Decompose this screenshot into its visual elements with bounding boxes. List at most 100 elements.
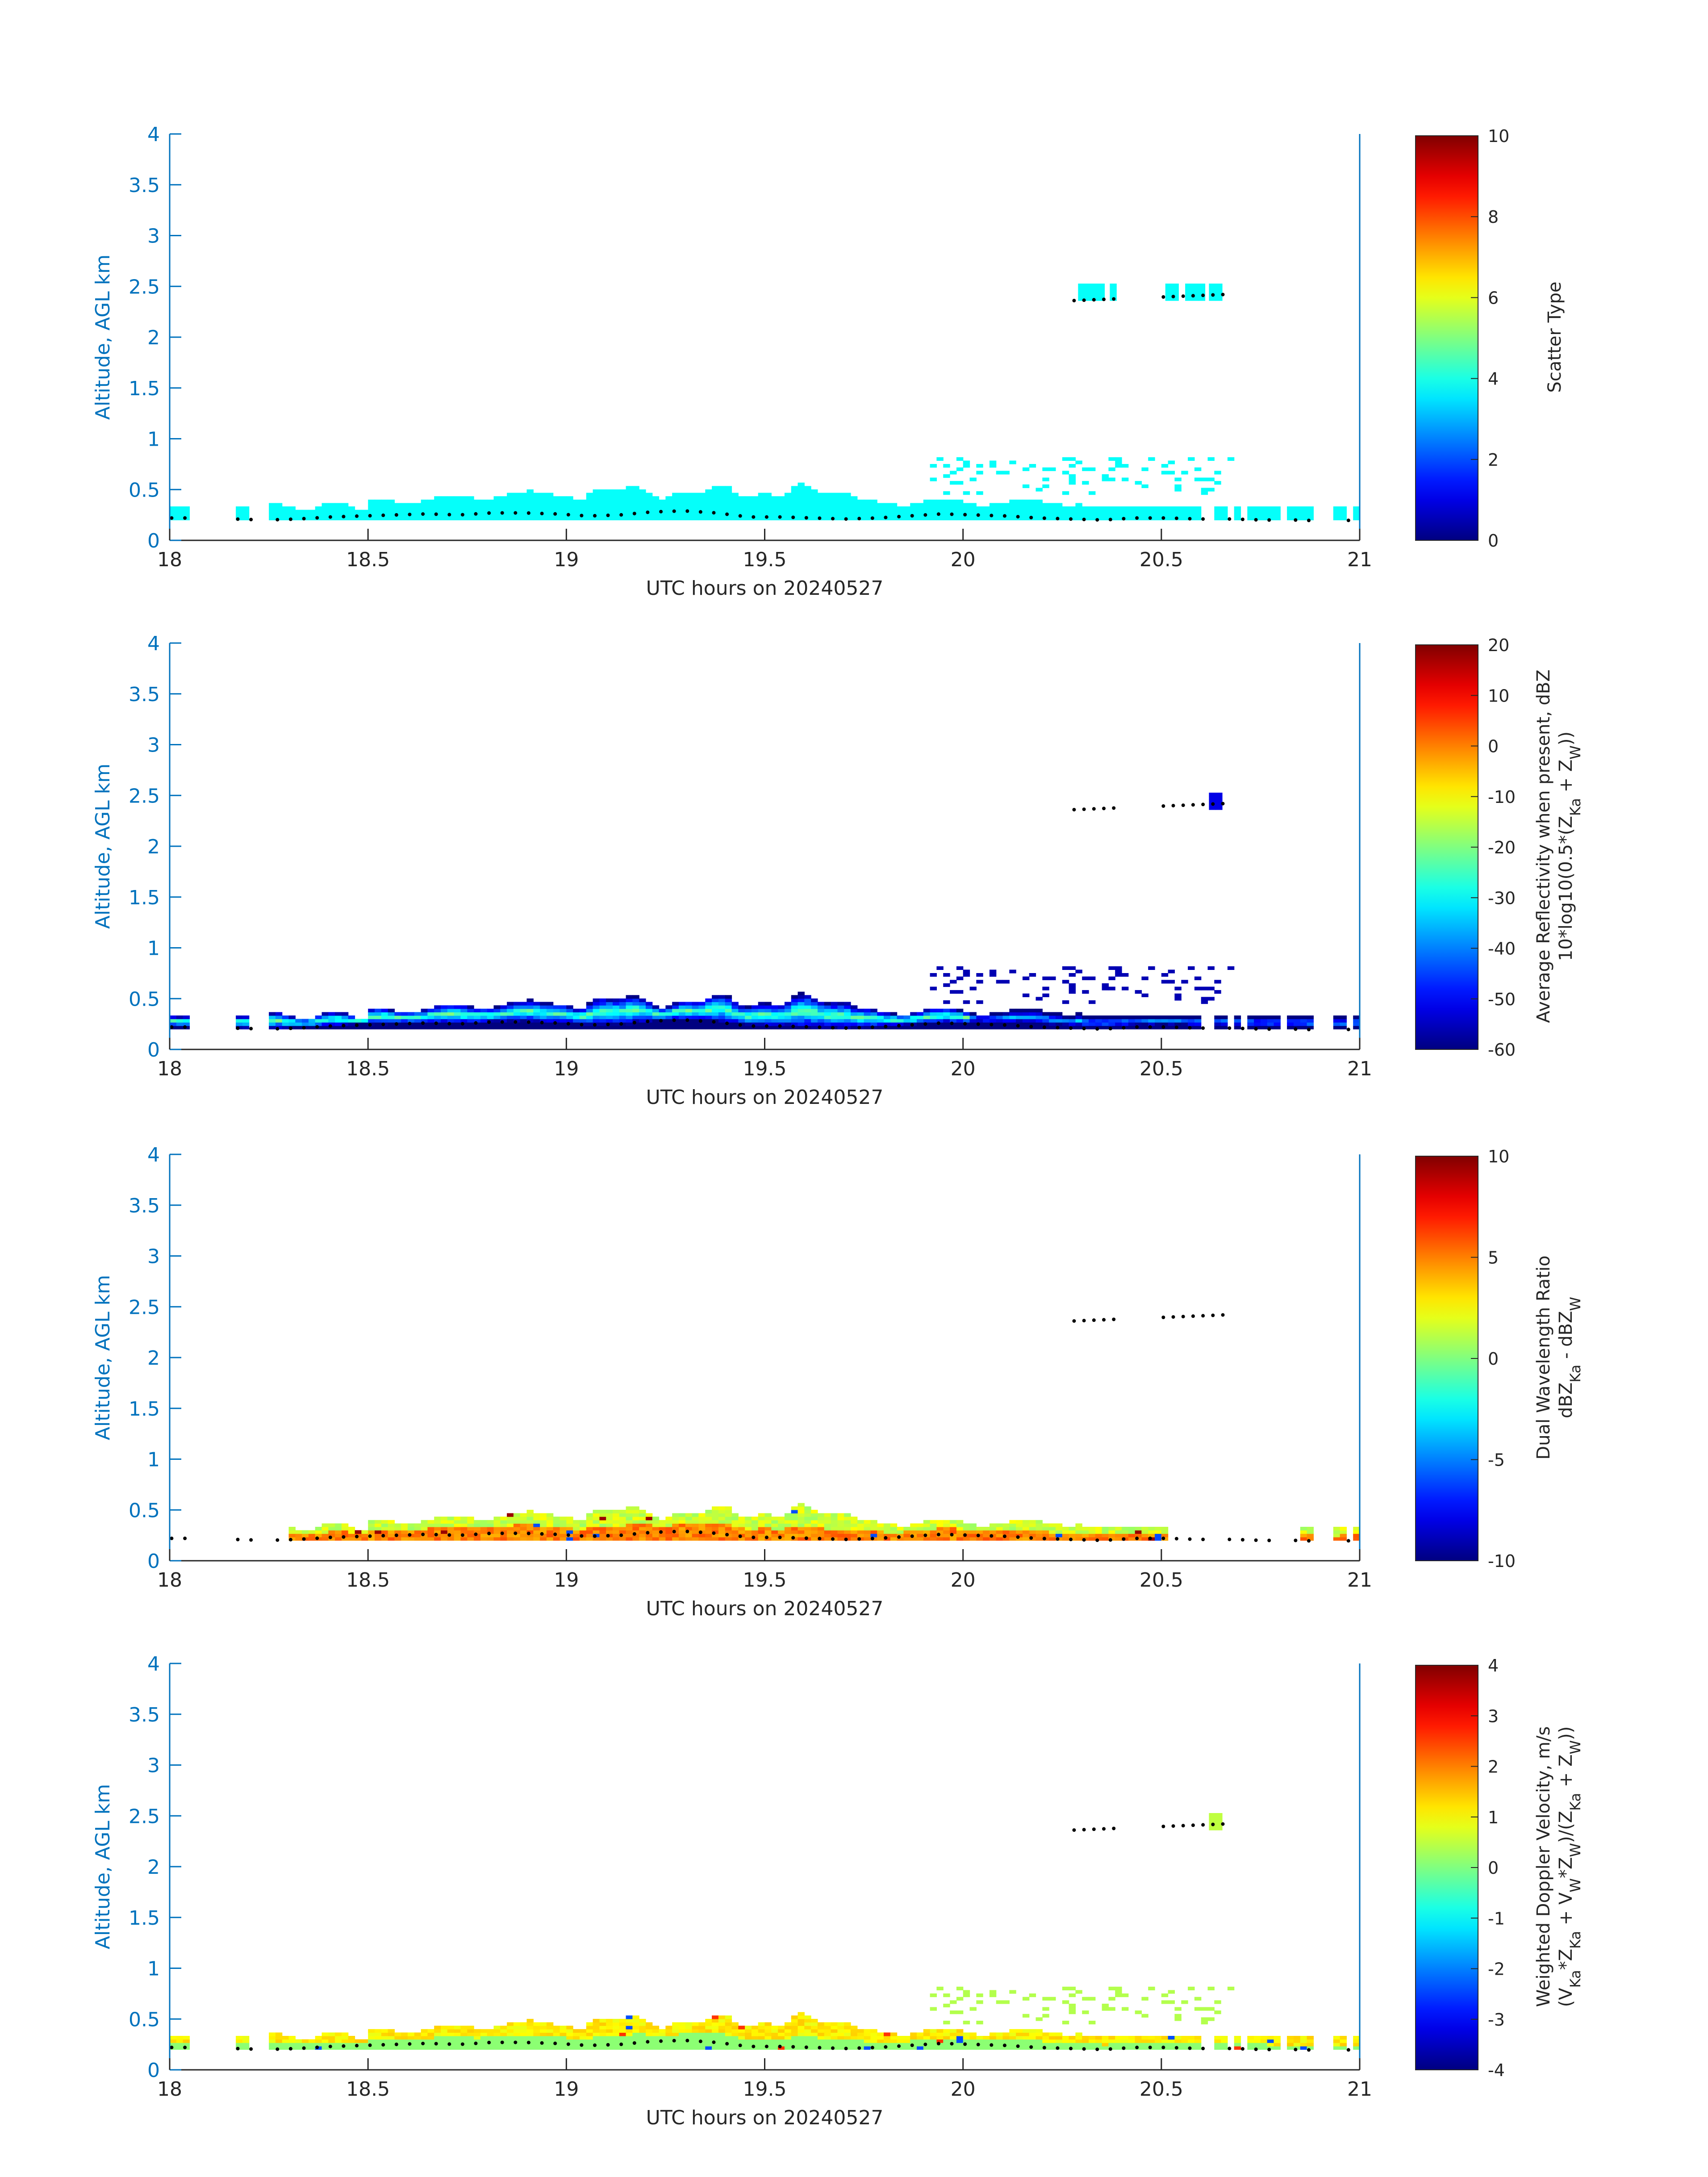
heatmap-cell <box>1122 477 1129 481</box>
heatmap-cell <box>718 513 726 517</box>
cloud-base-marker <box>659 2039 663 2043</box>
cloud-base-marker <box>302 517 306 521</box>
heatmap-cell <box>1042 976 1049 980</box>
heatmap-cell <box>540 493 547 497</box>
heatmap-cell <box>698 1002 706 1006</box>
heatmap-cell <box>910 510 917 514</box>
y-tick-label: 2.5 <box>129 785 160 807</box>
heatmap-cell <box>434 2036 441 2040</box>
cloud-base-marker <box>659 1019 663 1023</box>
heatmap-cell <box>288 506 296 510</box>
cloud-base-marker <box>884 2045 888 2049</box>
heatmap-cell <box>1089 2043 1096 2047</box>
heatmap-cell <box>771 2036 778 2040</box>
heatmap-cell <box>778 513 785 517</box>
heatmap-cell <box>414 1015 422 1020</box>
heatmap-cell <box>613 1019 620 1023</box>
heatmap-cell <box>936 1015 944 1020</box>
heatmap-cell <box>1353 1022 1360 1026</box>
heatmap-cell <box>606 1008 613 1012</box>
heatmap-cell <box>454 510 461 514</box>
heatmap-cell <box>1069 986 1076 990</box>
heatmap-cell <box>394 1527 401 1531</box>
heatmap-cell <box>170 1015 177 1020</box>
heatmap-cell <box>764 1022 772 1026</box>
heatmap-cell <box>817 1015 825 1020</box>
heatmap-cell <box>692 1012 699 1016</box>
heatmap-cell <box>1141 484 1148 488</box>
heatmap-cell <box>804 1530 811 1534</box>
heatmap-cell <box>745 1015 752 1020</box>
x-tick-label: 18 <box>157 1057 182 1080</box>
heatmap-cell <box>969 516 977 521</box>
heatmap-cell <box>507 1513 514 1517</box>
heatmap-cell <box>679 513 686 517</box>
heatmap-cell <box>705 2022 712 2026</box>
cloud-base-marker <box>1056 1537 1060 1541</box>
heatmap-cell <box>1161 980 1169 984</box>
heatmap-cell <box>784 2032 792 2036</box>
cloud-base-marker <box>1122 1026 1126 1030</box>
heatmap-cell <box>804 998 811 1003</box>
heatmap-cell <box>930 1008 937 1012</box>
heatmap-cell <box>1049 1019 1056 1023</box>
heatmap-cell <box>1267 2046 1274 2050</box>
heatmap-cell <box>692 510 699 514</box>
heatmap-cell <box>824 1530 831 1534</box>
x-tick-label: 20.5 <box>1140 2078 1183 2101</box>
heatmap-cell <box>242 2046 250 2050</box>
heatmap-cell <box>341 1019 349 1023</box>
heatmap-cell <box>811 1513 818 1517</box>
heatmap-cell <box>308 1530 316 1534</box>
heatmap-cell <box>447 2046 455 2050</box>
heatmap-cell <box>626 1523 633 1527</box>
heatmap-cell <box>1009 969 1016 974</box>
heatmap-cell <box>1221 516 1228 521</box>
heatmap-cell <box>513 1012 521 1016</box>
heatmap-cell <box>361 2046 368 2050</box>
heatmap-cell <box>751 1008 759 1012</box>
heatmap-cell <box>1215 1826 1223 1830</box>
heatmap-cell <box>778 1523 785 1527</box>
heatmap-cell <box>626 499 633 503</box>
heatmap-cell <box>725 1008 732 1012</box>
heatmap-cell <box>672 1025 679 1030</box>
heatmap-cell <box>963 1523 970 1527</box>
heatmap-cell <box>798 1506 805 1510</box>
heatmap-cell <box>1009 1022 1016 1026</box>
heatmap-cell <box>864 1520 871 1524</box>
heatmap-cell <box>1215 802 1223 807</box>
heatmap-cell <box>1148 457 1155 461</box>
heatmap-cell <box>1260 2043 1268 2047</box>
heatmap-cell <box>626 2032 633 2036</box>
colorbar-label: 10*log10(0.5*(ZKa + ZW)) <box>1556 731 1584 961</box>
heatmap-cell <box>652 2032 660 2036</box>
heatmap-cell <box>712 499 719 503</box>
heatmap-cell <box>1215 290 1223 294</box>
heatmap-cell <box>718 1530 726 1534</box>
cloud-base-marker <box>1201 1026 1205 1030</box>
heatmap-cell <box>414 1523 422 1527</box>
heatmap-cell <box>368 2029 375 2033</box>
heatmap-cell <box>903 516 910 521</box>
heatmap-cell <box>1122 1534 1129 1538</box>
heatmap-cell <box>1115 1527 1122 1531</box>
heatmap-cell <box>540 1015 547 1020</box>
heatmap-cell <box>791 1534 798 1538</box>
heatmap-cell <box>963 1012 970 1016</box>
heatmap-cell <box>1022 2014 1030 2018</box>
heatmap-cell <box>487 1527 494 1531</box>
heatmap-cell <box>784 1534 792 1538</box>
heatmap-cell <box>1214 516 1221 521</box>
heatmap-cell <box>540 499 547 503</box>
heatmap-cell <box>851 510 858 514</box>
heatmap-cell <box>1049 1537 1056 1541</box>
cloud-base-marker <box>1069 1026 1073 1030</box>
heatmap-cell <box>731 1513 739 1517</box>
heatmap-cell <box>322 2039 329 2043</box>
heatmap-cell <box>778 1534 785 1538</box>
heatmap-cell <box>1049 506 1056 510</box>
cloud-base-marker <box>288 1026 292 1030</box>
heatmap-cell <box>1254 516 1261 521</box>
heatmap-cell <box>540 1025 547 1030</box>
